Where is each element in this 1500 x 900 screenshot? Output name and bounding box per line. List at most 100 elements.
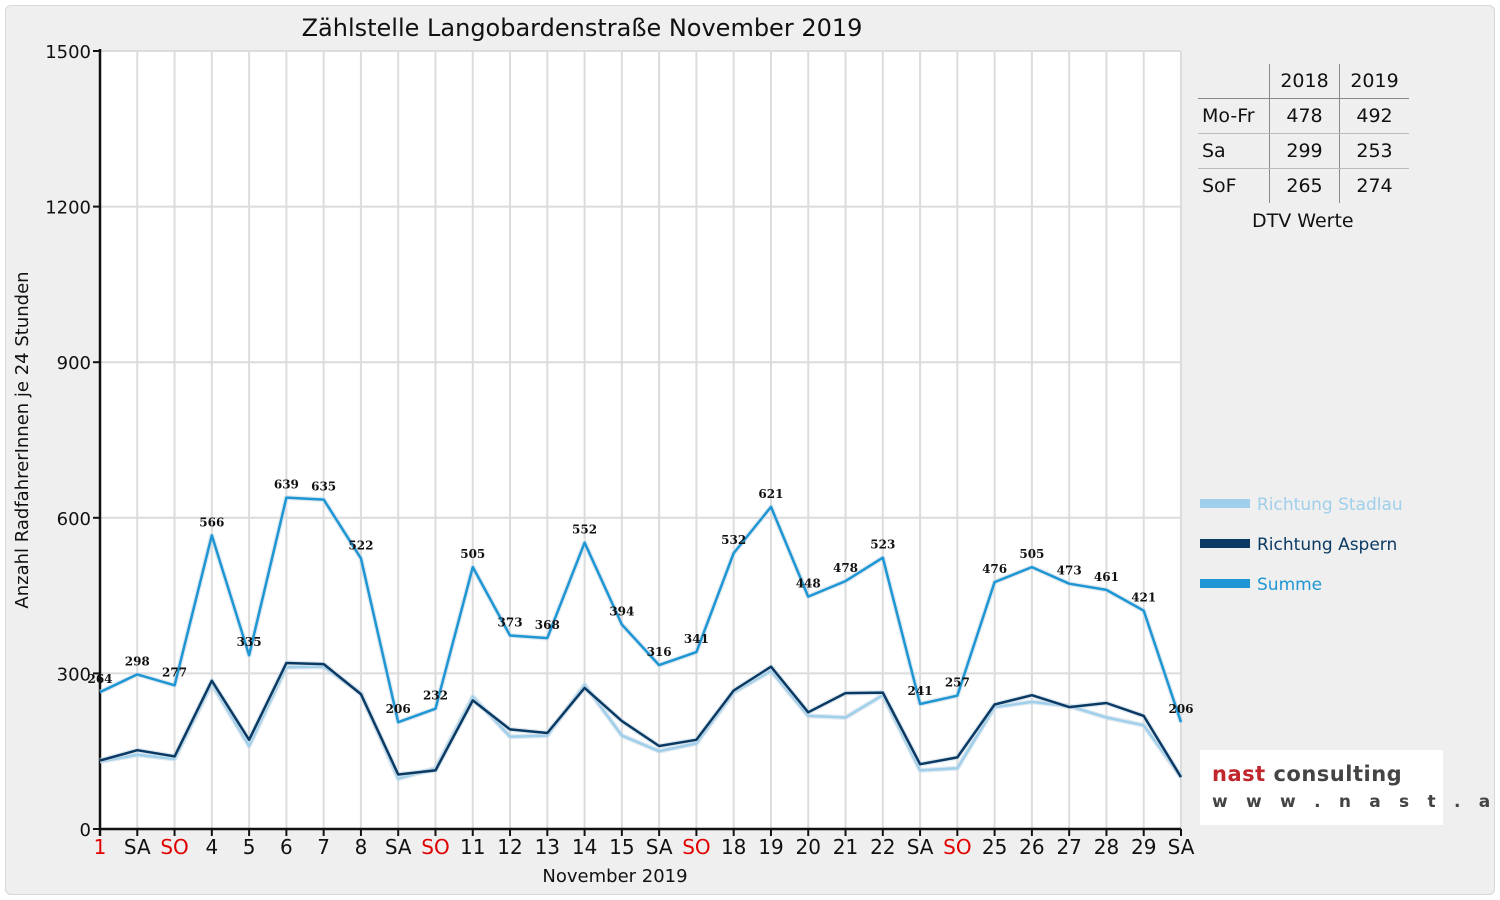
data-label: 368 <box>535 618 560 632</box>
legend: Richtung Stadlau Richtung Aspern Summe <box>1200 495 1403 595</box>
dtv-cell-2019: 253 <box>1339 133 1409 169</box>
data-label: 206 <box>1168 702 1193 716</box>
dtv-row-sof: SoF 265 274 <box>1198 168 1409 203</box>
y-tick-label: 900 <box>57 353 91 374</box>
data-label: 552 <box>572 523 597 537</box>
data-label: 476 <box>982 562 1007 576</box>
data-label: 635 <box>311 480 336 494</box>
data-label: 523 <box>870 538 895 552</box>
x-tick-label: SA <box>385 835 412 859</box>
x-tick-label: SA <box>124 835 151 859</box>
x-tick-label: SA <box>907 835 934 859</box>
dtv-row-label: Sa <box>1198 133 1270 169</box>
data-labels: 264 298 277 566 335 639 635 522 206 232 505 373 368 5… <box>87 478 1193 717</box>
y-tick-label: 300 <box>57 664 91 685</box>
x-tick-label: 25 <box>982 835 1007 859</box>
data-label: 532 <box>721 533 746 547</box>
x-tick-label: 20 <box>796 835 821 859</box>
x-tick-label: 7 <box>317 835 330 859</box>
series-line <box>99 661 1183 778</box>
x-tick-label: SO <box>682 835 710 859</box>
plot-area <box>100 51 1181 829</box>
y-tick-label: 0 <box>80 820 91 841</box>
x-tick-label: 18 <box>721 835 746 859</box>
legend-label: Richtung Stadlau <box>1257 495 1403 515</box>
logo-url: w w w . n a s t . a t <box>1212 792 1500 812</box>
data-label: 478 <box>833 561 858 575</box>
y-tick-label: 1200 <box>45 198 91 219</box>
x-tick-label: 13 <box>535 835 560 859</box>
x-tick-label: 19 <box>758 835 783 859</box>
logo-name-part1: nast <box>1212 762 1266 786</box>
dtv-row-mofr: Mo-Fr 478 492 <box>1198 98 1409 134</box>
x-tick-label: SO <box>160 835 188 859</box>
x-tick-label: 27 <box>1056 835 1081 859</box>
dtv-cell-2018: 478 <box>1269 98 1340 134</box>
logo-name-part2: consulting <box>1265 762 1403 786</box>
data-label: 206 <box>386 702 411 716</box>
data-label: 277 <box>162 665 187 679</box>
x-tick-label: SA <box>1168 835 1195 859</box>
dtv-row-label: SoF <box>1198 168 1270 203</box>
dtv-cell-2018: 265 <box>1269 168 1340 203</box>
y-tick-label: 600 <box>57 509 91 530</box>
data-label: 264 <box>87 672 112 686</box>
y-axis-label: Anzahl RadfahrerInnen je 24 Stunden <box>12 271 33 608</box>
data-label: 473 <box>1057 564 1082 578</box>
dtv-cell-2019: 274 <box>1356 175 1393 197</box>
x-tick-label: SA <box>646 835 673 859</box>
x-tick-label: 1 <box>94 835 107 859</box>
x-tick-label: 14 <box>572 835 597 859</box>
x-tick-label: 21 <box>833 835 858 859</box>
nast-consulting-logo: nast consulting w w w . n a s t . a t <box>1200 750 1500 825</box>
chart-title: Zählstelle Langobardenstraße November 20… <box>302 14 863 42</box>
data-label: 316 <box>647 645 672 659</box>
data-label: 241 <box>908 684 933 698</box>
dtv-header-2019: 2019 <box>1339 64 1409 99</box>
data-label: 421 <box>1131 591 1156 605</box>
x-tick-label: 6 <box>280 835 293 859</box>
dtv-caption: DTV Werte <box>1252 210 1354 232</box>
x-tick-label: 5 <box>243 835 256 859</box>
x-tick-label: 29 <box>1131 835 1156 859</box>
data-label: 448 <box>796 577 821 591</box>
x-tick-label: 11 <box>460 835 485 859</box>
dtv-header-2018: 2018 <box>1269 64 1340 99</box>
dtv-cell-2019: 492 <box>1339 98 1409 134</box>
data-label: 566 <box>199 515 224 529</box>
dtv-header-corner <box>1198 64 1270 99</box>
x-tick-label: 28 <box>1094 835 1119 859</box>
x-tick-label: 12 <box>497 835 522 859</box>
series-line <box>99 496 1183 724</box>
axes <box>93 49 1182 836</box>
data-label: 298 <box>125 654 150 668</box>
dtv-table: 2018 2019 Mo-Fr 478 492 Sa 299 253 SoF 2… <box>1198 64 1409 203</box>
x-tick-label: 15 <box>609 835 634 859</box>
dtv-row-label: Mo-Fr <box>1198 98 1270 134</box>
x-tick-label: 8 <box>355 835 368 859</box>
x-tick-label: SO <box>943 835 971 859</box>
data-label: 257 <box>945 676 970 690</box>
data-label: 621 <box>758 487 783 501</box>
data-label: 505 <box>460 547 485 561</box>
data-label: 394 <box>609 605 634 619</box>
data-label: 232 <box>423 689 448 703</box>
tick-labels: 0 300 600 900 1200 1500 1 SA SO 4 5 6 7 8 SA SO 11 12 13 14… <box>45 42 1195 859</box>
x-tick-label: 26 <box>1019 835 1044 859</box>
logo-name: nast consulting <box>1212 762 1402 786</box>
y-tick-label: 1500 <box>45 42 91 63</box>
data-label: 335 <box>237 635 262 649</box>
legend-label: Richtung Aspern <box>1257 535 1397 555</box>
legend-swatch <box>1200 579 1250 588</box>
data-label: 373 <box>498 616 523 630</box>
data-label: 522 <box>348 538 373 552</box>
data-label: 461 <box>1094 570 1119 584</box>
x-tick-label: 4 <box>205 835 218 859</box>
x-axis-label: November 2019 <box>542 866 687 887</box>
grid <box>100 50 1182 829</box>
legend-label: Summe <box>1257 575 1322 595</box>
legend-swatch <box>1200 499 1250 508</box>
legend-swatch <box>1200 539 1250 548</box>
data-label: 639 <box>274 478 299 492</box>
